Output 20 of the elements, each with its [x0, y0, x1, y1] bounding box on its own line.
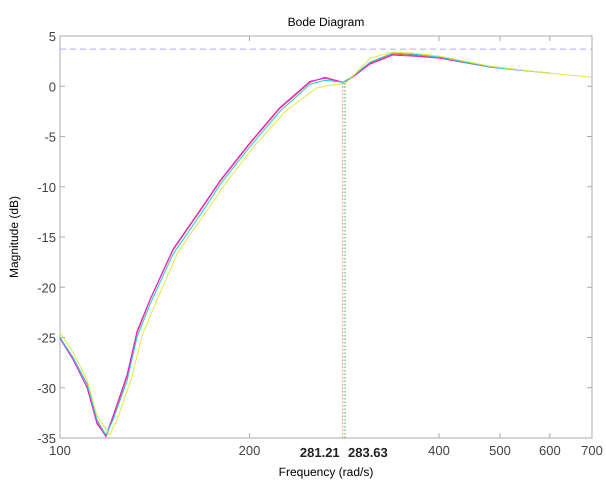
x-tick-label: 700 [581, 443, 603, 458]
ref-line-label: 283.63 [348, 445, 388, 460]
y-tick-label: -20 [37, 280, 56, 296]
x-axis-title: Frequency (rad/s) [278, 465, 374, 479]
x-tick-label: 200 [238, 443, 260, 458]
x-tick-label: 400 [428, 443, 450, 458]
x-tick-label: 500 [489, 443, 511, 458]
y-tick-label: -25 [37, 330, 56, 346]
y-tick-label: -10 [37, 180, 56, 195]
y-tick-label: -30 [37, 380, 56, 396]
x-tick-label: 600 [539, 443, 561, 458]
y-tick-label: -35 [37, 431, 56, 446]
y-axis-title: Magnitude (dB) [7, 196, 21, 278]
ref-line-label: 281.21 [300, 445, 340, 460]
y-tick-label: -5 [44, 130, 56, 144]
y-tick-label: 0 [48, 79, 56, 94]
y-tick-label: 5 [48, 29, 56, 44]
x-tick-label: 100 [49, 443, 71, 458]
y-tick-label: -15 [37, 230, 56, 245]
chart-title: Bode Diagram [288, 15, 364, 29]
